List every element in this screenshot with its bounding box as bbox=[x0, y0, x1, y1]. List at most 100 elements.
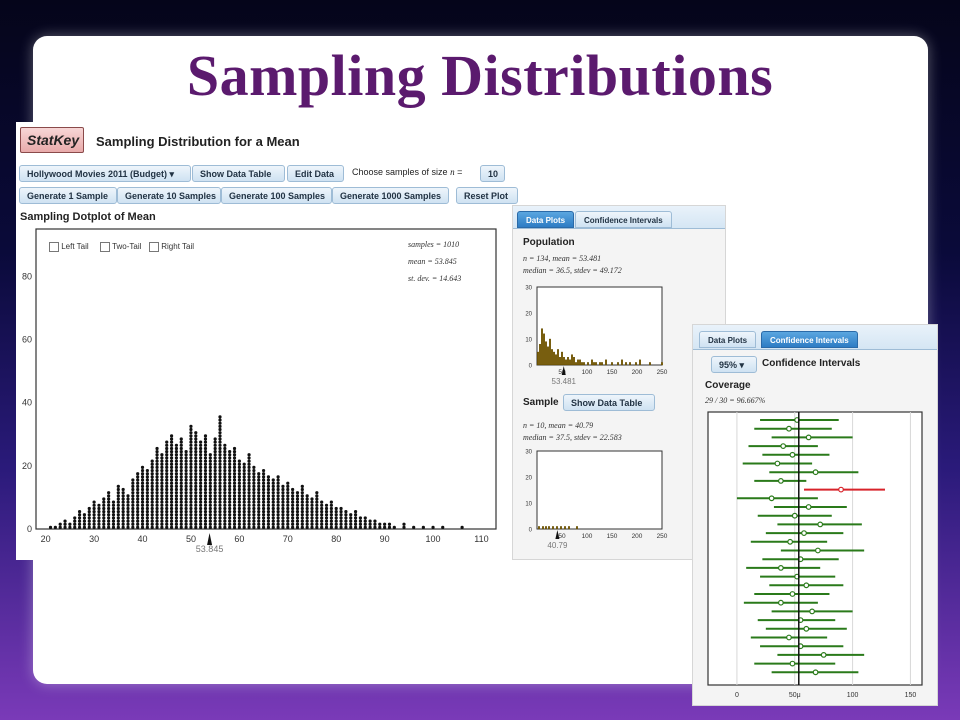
sample-size-input[interactable]: 10 bbox=[480, 165, 505, 182]
dotplot-dot bbox=[150, 478, 154, 482]
dotplot-dot bbox=[102, 500, 106, 504]
dotplot-dot bbox=[281, 510, 285, 514]
dotplot-dot bbox=[271, 516, 275, 520]
dotplot-dot bbox=[310, 500, 314, 504]
dotplot-dot bbox=[150, 506, 154, 511]
dotplot-dot bbox=[353, 522, 358, 526]
dotplot-dot bbox=[116, 487, 120, 492]
dotplot-dot bbox=[92, 506, 96, 511]
dotplot-dot bbox=[179, 487, 183, 492]
dotplot-dot bbox=[111, 500, 116, 504]
dotplot-dot bbox=[179, 437, 183, 441]
tab-confidence-intervals[interactable]: Confidence Intervals bbox=[575, 211, 672, 228]
population-bar bbox=[569, 359, 572, 366]
dotplot-dot bbox=[140, 516, 145, 520]
dotplot-dot bbox=[194, 431, 198, 435]
population-bar bbox=[591, 359, 594, 366]
dotplot-dot bbox=[218, 434, 222, 438]
dotplot-dot bbox=[150, 475, 154, 479]
dotplot-dot bbox=[252, 468, 256, 473]
dotplot-dot bbox=[194, 491, 198, 495]
dotplot-dot bbox=[334, 516, 338, 520]
dotplot-dot bbox=[140, 487, 145, 492]
population-bar bbox=[595, 362, 598, 366]
dotplot-dot bbox=[320, 516, 324, 520]
generate-10-button[interactable]: Generate 10 Samples bbox=[117, 187, 221, 204]
statkey-logo[interactable]: StatKey bbox=[20, 127, 84, 153]
dotplot-dot bbox=[160, 462, 164, 466]
dotplot-dot bbox=[218, 516, 222, 520]
dotplot-dot bbox=[266, 522, 271, 526]
dotplot-y-tick: 20 bbox=[22, 461, 32, 471]
right-tail-checkbox[interactable]: Right Tail bbox=[149, 242, 194, 252]
dotplot-dot bbox=[218, 525, 222, 529]
dotplot-dot bbox=[179, 513, 183, 517]
dotplot-dot bbox=[232, 472, 237, 476]
show-data-table-button[interactable]: Show Data Table bbox=[192, 165, 285, 182]
dotplot-dot bbox=[242, 525, 246, 529]
dotplot-dot bbox=[107, 513, 111, 517]
left-tail-checkbox[interactable]: Left Tail bbox=[49, 242, 89, 252]
dotplot-dot bbox=[218, 522, 222, 526]
dotplot-dot bbox=[140, 472, 145, 476]
dotplot-dot bbox=[329, 519, 333, 523]
generate-1000-button[interactable]: Generate 1000 Samples bbox=[332, 187, 449, 204]
dotplot-dot bbox=[203, 465, 208, 469]
dotplot-dot bbox=[242, 487, 246, 492]
dotplot-dot bbox=[189, 522, 193, 526]
tab-data-plots[interactable]: Data Plots bbox=[517, 211, 575, 228]
dotplot-dot bbox=[271, 478, 275, 482]
dotplot-dot bbox=[116, 513, 120, 517]
two-tail-checkbox[interactable]: Two-Tail bbox=[100, 242, 141, 252]
dotplot-dot bbox=[179, 456, 183, 460]
dotplot-dot bbox=[266, 494, 271, 498]
dotplot-dot bbox=[213, 450, 217, 454]
population-y-tick: 20 bbox=[525, 312, 532, 318]
dotplot-dot bbox=[150, 503, 154, 507]
dotplot-dot bbox=[179, 450, 183, 454]
dotplot-dot bbox=[295, 513, 300, 517]
dotplot-dot bbox=[150, 459, 154, 463]
dotplot-dot bbox=[218, 481, 222, 485]
dotplot-dot bbox=[257, 491, 261, 495]
dotplot-dot bbox=[160, 513, 164, 517]
dotplot-dot bbox=[150, 481, 154, 485]
dotplot-dot bbox=[300, 484, 304, 488]
ci-tab-confidence-intervals[interactable]: Confidence Intervals bbox=[761, 331, 858, 348]
dotplot-dot bbox=[121, 494, 125, 498]
dotplot-dot bbox=[339, 506, 343, 511]
confidence-level-dropdown[interactable]: 95% ▾ bbox=[711, 356, 757, 373]
dotplot-dot bbox=[232, 478, 237, 482]
dotplot-dot bbox=[179, 491, 183, 495]
dotplot-dot bbox=[203, 481, 208, 485]
dotplot-dot bbox=[266, 519, 271, 523]
dotplot-dot bbox=[228, 478, 232, 482]
dotplot-dot bbox=[184, 450, 188, 454]
dotplot-dot bbox=[266, 506, 271, 511]
dotplot-dot bbox=[87, 510, 91, 514]
dotplot-dot bbox=[228, 462, 232, 466]
ci-tab-data-plots[interactable]: Data Plots bbox=[699, 331, 757, 348]
dotplot-dot bbox=[252, 525, 256, 529]
dotplot-dot bbox=[218, 487, 222, 492]
ci-interval-mean bbox=[791, 512, 798, 519]
generate-1-button[interactable]: Generate 1 Sample bbox=[19, 187, 117, 204]
ci-interval-mean bbox=[803, 625, 810, 632]
dotplot-dot bbox=[261, 494, 266, 498]
population-stats-2: median = 36.5, stdev = 49.172 bbox=[523, 266, 622, 275]
dataset-dropdown[interactable]: Hollywood Movies 2011 (Budget) ▾ bbox=[19, 165, 191, 182]
reset-plot-button[interactable]: Reset Plot bbox=[456, 187, 518, 204]
population-chart: 0 10 20 30 50 100 150 200 250 53.481 bbox=[525, 286, 667, 387]
dotplot-dot bbox=[218, 437, 222, 441]
edit-data-button[interactable]: Edit Data bbox=[287, 165, 344, 182]
dotplot-dot bbox=[208, 468, 212, 473]
dotplot-dot bbox=[213, 491, 217, 495]
dotplot-dot bbox=[140, 506, 145, 511]
dotplot-dot bbox=[102, 506, 106, 511]
generate-100-button[interactable]: Generate 100 Samples bbox=[221, 187, 332, 204]
sample-show-data-table-button[interactable]: Show Data Table bbox=[563, 394, 655, 411]
dotplot-dot bbox=[160, 453, 164, 457]
dotplot-dot bbox=[228, 450, 232, 454]
dotplot-dot bbox=[281, 500, 285, 504]
dotplot-dot bbox=[155, 450, 159, 454]
